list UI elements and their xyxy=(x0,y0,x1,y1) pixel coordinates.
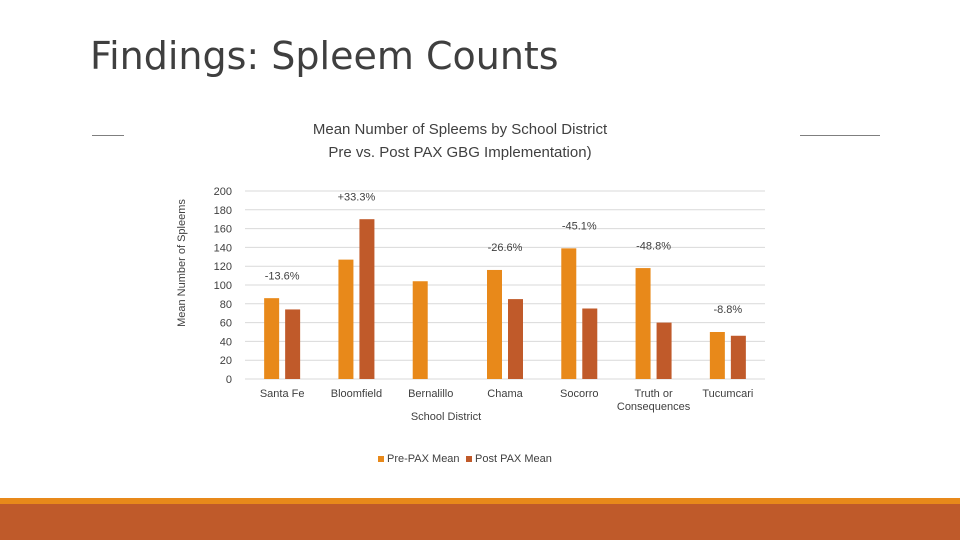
legend-label: Pre-PAX Mean xyxy=(387,453,460,465)
slide-title: Findings: Spleem Counts xyxy=(90,34,559,78)
bars xyxy=(264,219,746,379)
pre-pax-bar xyxy=(264,298,280,379)
y-tick-label: 20 xyxy=(220,355,232,367)
legend-swatch xyxy=(378,456,384,462)
x-axis-label: School District xyxy=(411,411,481,423)
y-tick-label: 160 xyxy=(214,224,232,236)
y-axis-label: Mean Number of Spleems xyxy=(176,199,188,327)
x-tick-label: Bloomfield xyxy=(331,388,382,400)
pre-pax-bar xyxy=(338,259,354,379)
change-annotation: -48.8% xyxy=(636,240,671,252)
x-axis-ticks: Santa Fe Bloomfield Bernalillo Chama Socorro… xyxy=(260,388,754,413)
change-annotation: -13.6% xyxy=(265,270,300,282)
footer-bar xyxy=(0,504,960,540)
pre-pax-bar xyxy=(709,332,725,379)
y-axis-ticks: 0 20 40 60 80 100 120 140 160 180 200 xyxy=(214,186,232,386)
post-pax-bar xyxy=(730,335,746,379)
x-tick-label: Consequences xyxy=(617,401,691,413)
y-tick-label: 60 xyxy=(220,318,232,330)
y-tick-label: 180 xyxy=(214,205,232,217)
change-annotations: -13.6% +33.3% -26.6% -45.1% -48.8% -8.8% xyxy=(265,191,743,316)
right-divider-line xyxy=(800,135,880,136)
x-tick-label: Tucumcari xyxy=(702,388,753,400)
post-pax-bar xyxy=(656,322,672,379)
y-tick-label: 200 xyxy=(214,186,232,198)
change-annotation: -26.6% xyxy=(488,242,523,254)
legend: Pre-PAX Mean Post PAX Mean xyxy=(378,453,552,465)
x-tick-label: Truth or xyxy=(635,388,673,400)
post-pax-bar xyxy=(359,219,375,379)
gridlines xyxy=(245,190,765,380)
post-pax-bar xyxy=(285,309,301,379)
change-annotation: -8.8% xyxy=(713,304,742,316)
pre-pax-bar xyxy=(635,268,651,379)
chart-title-line1: Mean Number of Spleems by School Distric… xyxy=(312,121,608,138)
y-tick-label: 140 xyxy=(214,242,232,254)
legend-swatch xyxy=(466,456,472,462)
change-annotation: +33.3% xyxy=(338,191,376,203)
y-tick-label: 120 xyxy=(214,261,232,273)
change-annotation: -45.1% xyxy=(562,221,597,233)
chart-title-line2: Pre vs. Post PAX GBG Implementation) xyxy=(328,144,592,161)
x-tick-label: Bernalillo xyxy=(408,388,453,400)
legend-label: Post PAX Mean xyxy=(475,453,552,465)
chart-title: Mean Number of Spleems by School Distric… xyxy=(190,118,730,164)
x-tick-label: Chama xyxy=(487,388,523,400)
left-divider-line xyxy=(92,135,124,136)
pre-pax-bar xyxy=(487,269,502,379)
x-tick-label: Socorro xyxy=(560,388,599,400)
y-tick-label: 0 xyxy=(226,374,232,386)
footer-accent-bar xyxy=(0,498,960,504)
post-pax-bar xyxy=(508,299,523,379)
y-tick-label: 40 xyxy=(220,336,232,348)
pre-pax-bar xyxy=(412,281,428,379)
y-tick-label: 100 xyxy=(214,280,232,292)
x-tick-label: Santa Fe xyxy=(260,388,305,400)
y-tick-label: 80 xyxy=(220,299,232,311)
post-pax-bar xyxy=(582,308,598,379)
pre-pax-bar xyxy=(561,248,577,379)
